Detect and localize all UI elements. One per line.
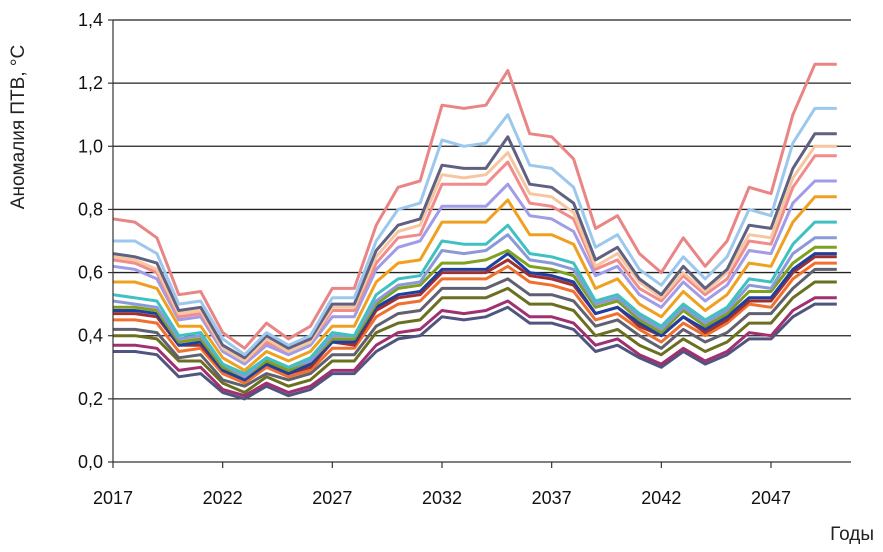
y-axis-title: Аномалия ПТВ, °С [8,45,29,209]
series-line [113,195,837,372]
series-line [113,302,837,401]
series-line [113,261,837,385]
series-line [113,106,837,357]
series-line [113,280,837,394]
y-tick-label: 0,2 [78,389,103,409]
axes [112,20,851,463]
y-tick-label: 0,0 [78,452,103,472]
series-line [113,252,837,382]
x-tick-label: 2037 [532,488,572,508]
x-tick-label: 2027 [312,488,352,508]
series-lines [112,62,837,401]
y-tick-label: 0,8 [78,199,103,219]
y-tick-label: 1,0 [78,136,103,156]
y-tick-label: 0,4 [78,326,103,346]
y-tick-label: 1,4 [78,10,103,30]
x-tick-label: 2042 [641,488,681,508]
x-tick-labels: 2017 2022 2027 2032 2037 2042 2047 [93,462,791,508]
series-line [112,62,837,350]
x-tick-label: 2017 [93,488,133,508]
series-line [113,296,837,398]
series-line [112,179,837,366]
x-tick-label: 2022 [203,488,243,508]
x-tick-label: 2032 [422,488,462,508]
y-tick-label: 1,2 [78,73,103,93]
series-line [113,267,837,388]
series-line [112,220,837,376]
series-line [112,132,837,360]
x-axis-title: Годы [830,524,874,545]
x-tick-label: 2047 [751,488,791,508]
series-line [112,144,837,363]
y-tick-labels: 0,0 0,2 0,4 0,6 0,8 1,0 1,2 1,4 [78,10,113,472]
y-tick-label: 0,6 [78,263,103,283]
